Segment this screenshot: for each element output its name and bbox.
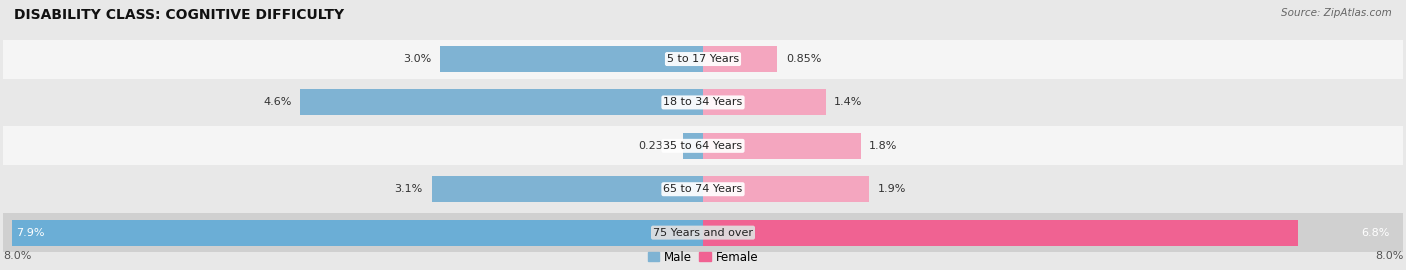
Text: 3.0%: 3.0% — [404, 54, 432, 64]
Text: 35 to 64 Years: 35 to 64 Years — [664, 141, 742, 151]
Text: 4.6%: 4.6% — [263, 97, 291, 107]
Text: 1.9%: 1.9% — [879, 184, 907, 194]
Text: 0.85%: 0.85% — [786, 54, 821, 64]
Bar — [703, 46, 778, 72]
Text: DISABILITY CLASS: COGNITIVE DIFFICULTY: DISABILITY CLASS: COGNITIVE DIFFICULTY — [14, 8, 344, 22]
Text: 6.8%: 6.8% — [1362, 228, 1391, 238]
Text: Source: ZipAtlas.com: Source: ZipAtlas.com — [1281, 8, 1392, 18]
Bar — [683, 133, 703, 159]
Bar — [432, 176, 703, 202]
Bar — [3, 126, 1403, 165]
Text: 75 Years and over: 75 Years and over — [652, 228, 754, 238]
Text: 8.0%: 8.0% — [3, 251, 31, 261]
Text: 0.23%: 0.23% — [638, 141, 673, 151]
Bar — [11, 220, 703, 246]
Text: 7.9%: 7.9% — [15, 228, 45, 238]
Bar — [3, 213, 1403, 252]
Bar — [3, 83, 1403, 122]
Text: 1.8%: 1.8% — [869, 141, 897, 151]
Bar — [703, 176, 869, 202]
Text: 3.1%: 3.1% — [395, 184, 423, 194]
Bar — [301, 89, 703, 116]
Text: 65 to 74 Years: 65 to 74 Years — [664, 184, 742, 194]
Bar — [703, 89, 825, 116]
Bar — [3, 39, 1403, 79]
Text: 18 to 34 Years: 18 to 34 Years — [664, 97, 742, 107]
Bar — [703, 133, 860, 159]
Bar — [3, 170, 1403, 209]
Bar — [703, 220, 1298, 246]
Text: 5 to 17 Years: 5 to 17 Years — [666, 54, 740, 64]
Text: 1.4%: 1.4% — [834, 97, 863, 107]
Text: 8.0%: 8.0% — [1375, 251, 1403, 261]
Bar — [440, 46, 703, 72]
Legend: Male, Female: Male, Female — [643, 246, 763, 268]
